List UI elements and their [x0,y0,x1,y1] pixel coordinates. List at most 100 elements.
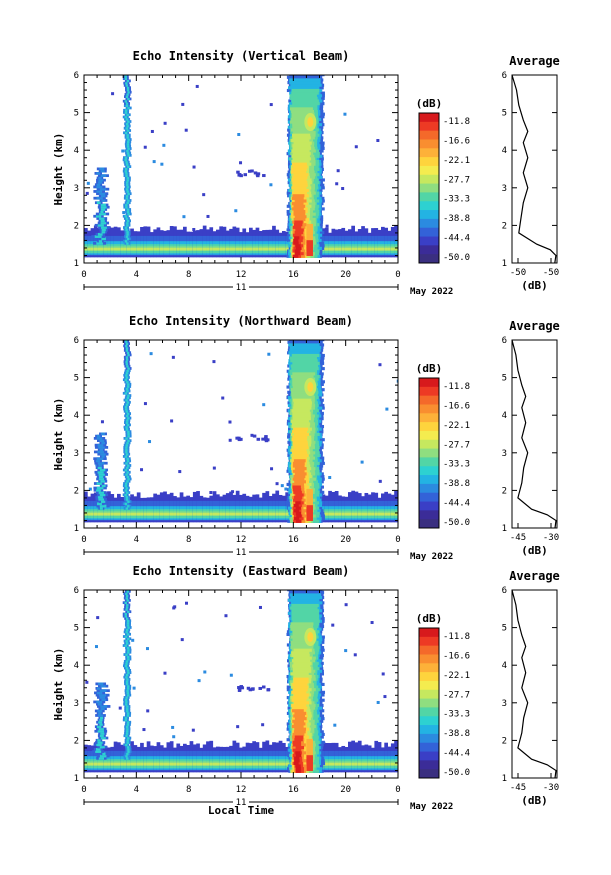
heat-cell [99,734,104,738]
heat-cell [371,247,375,251]
heat-cell [324,762,329,766]
heat-cell [306,494,313,498]
heat-speck [148,440,152,444]
heat-cell [196,512,200,516]
heat-cell [100,500,106,503]
heat-cell [126,709,129,713]
heat-cell [125,349,129,352]
y-tick-label: 5 [74,374,79,384]
heat-cell [125,641,129,645]
heat-cell [291,409,310,413]
heat-cell [249,762,253,766]
heat-speck [261,723,265,727]
heat-speck [378,363,382,367]
average-title: Average [509,319,560,333]
heat-cell [291,448,307,452]
heat-cell [306,496,313,500]
heat-cell [125,594,129,598]
day-label: 11 [236,548,247,558]
heat-cell [125,205,128,209]
heat-cell [206,247,210,251]
heat-speck [256,172,261,176]
heat-cell [183,247,187,251]
panel-0: Echo Intensity (Vertical Beam)123456Heig… [52,49,560,297]
heat-cell [289,78,321,82]
heat-cell [127,106,130,110]
heat-cell [125,172,128,175]
heat-cell [295,767,301,771]
colorbar-frame [418,377,440,529]
heat-cell [133,512,138,516]
heat-cell [294,238,303,243]
heat-cell [293,730,306,734]
y-tick-label: 1 [74,774,79,784]
heat-cell [209,247,214,251]
heat-cell [290,643,314,647]
heat-cell [294,252,301,256]
heat-cell [98,756,105,760]
heat-cell [192,762,197,766]
heat-speck [237,133,241,137]
heat-cell [394,762,398,766]
heat-cell [255,247,260,251]
x-tick-label: 12 [236,785,247,795]
heat-cell [125,181,129,184]
heat-cell [98,477,105,481]
heat-cell [212,762,217,766]
heat-cell [291,202,304,206]
heat-speck [325,224,329,228]
heat-cell [292,719,304,723]
heat-cell [126,693,130,697]
heat-cell [126,389,129,393]
heat-cell [125,443,128,447]
heat-cell [98,491,105,494]
average-profile-line [511,589,557,779]
avg-y-tick-label: 3 [502,184,507,194]
heat-cell [125,592,128,596]
heat-cell [384,247,388,251]
heat-cell [98,239,103,243]
colorbar-cell [419,139,439,149]
heat-cell [126,129,130,132]
heat-cell [292,482,305,487]
avg-x-tick-label: -30 [543,533,559,543]
heat-cell [291,690,307,694]
heat-cell [97,466,102,470]
x-tick-label: 8 [186,785,191,795]
heat-cell [324,512,329,516]
colorbar-label: -11.8 [443,117,470,127]
heat-cell [306,512,313,516]
heat-cell [371,762,375,766]
heat-speck [331,623,335,627]
colorbar-label: -50.0 [443,518,470,528]
heat-cell [295,769,302,773]
heat-cell [381,762,385,766]
heat-cell [306,229,313,233]
heat-cell [126,720,130,724]
heat-cell [98,475,104,479]
heat-cell [232,762,237,766]
heat-cell [120,762,124,766]
heat-cell [127,90,130,94]
heat-cell [124,108,128,112]
heat-cell [291,91,319,95]
heat-cell [136,512,141,516]
heat-cell [124,75,127,78]
heat-cell [101,226,107,229]
heat-cell [97,687,101,690]
x-tick-label: 4 [134,270,139,280]
heat-cell [292,380,316,384]
heat-cell [126,124,129,128]
heat-cell [100,203,106,207]
heat-cell [126,210,130,214]
heat-cell [282,762,286,766]
heat-cell [328,512,332,516]
heat-cell [292,630,316,634]
heat-cell [96,747,101,751]
avg-y-tick-label: 2 [502,486,507,496]
avg-y-tick-label: 5 [502,109,507,119]
heat-cell [290,622,314,626]
heat-speck [202,193,206,197]
heat-cell [293,648,312,652]
colorbar-cell [419,448,439,458]
